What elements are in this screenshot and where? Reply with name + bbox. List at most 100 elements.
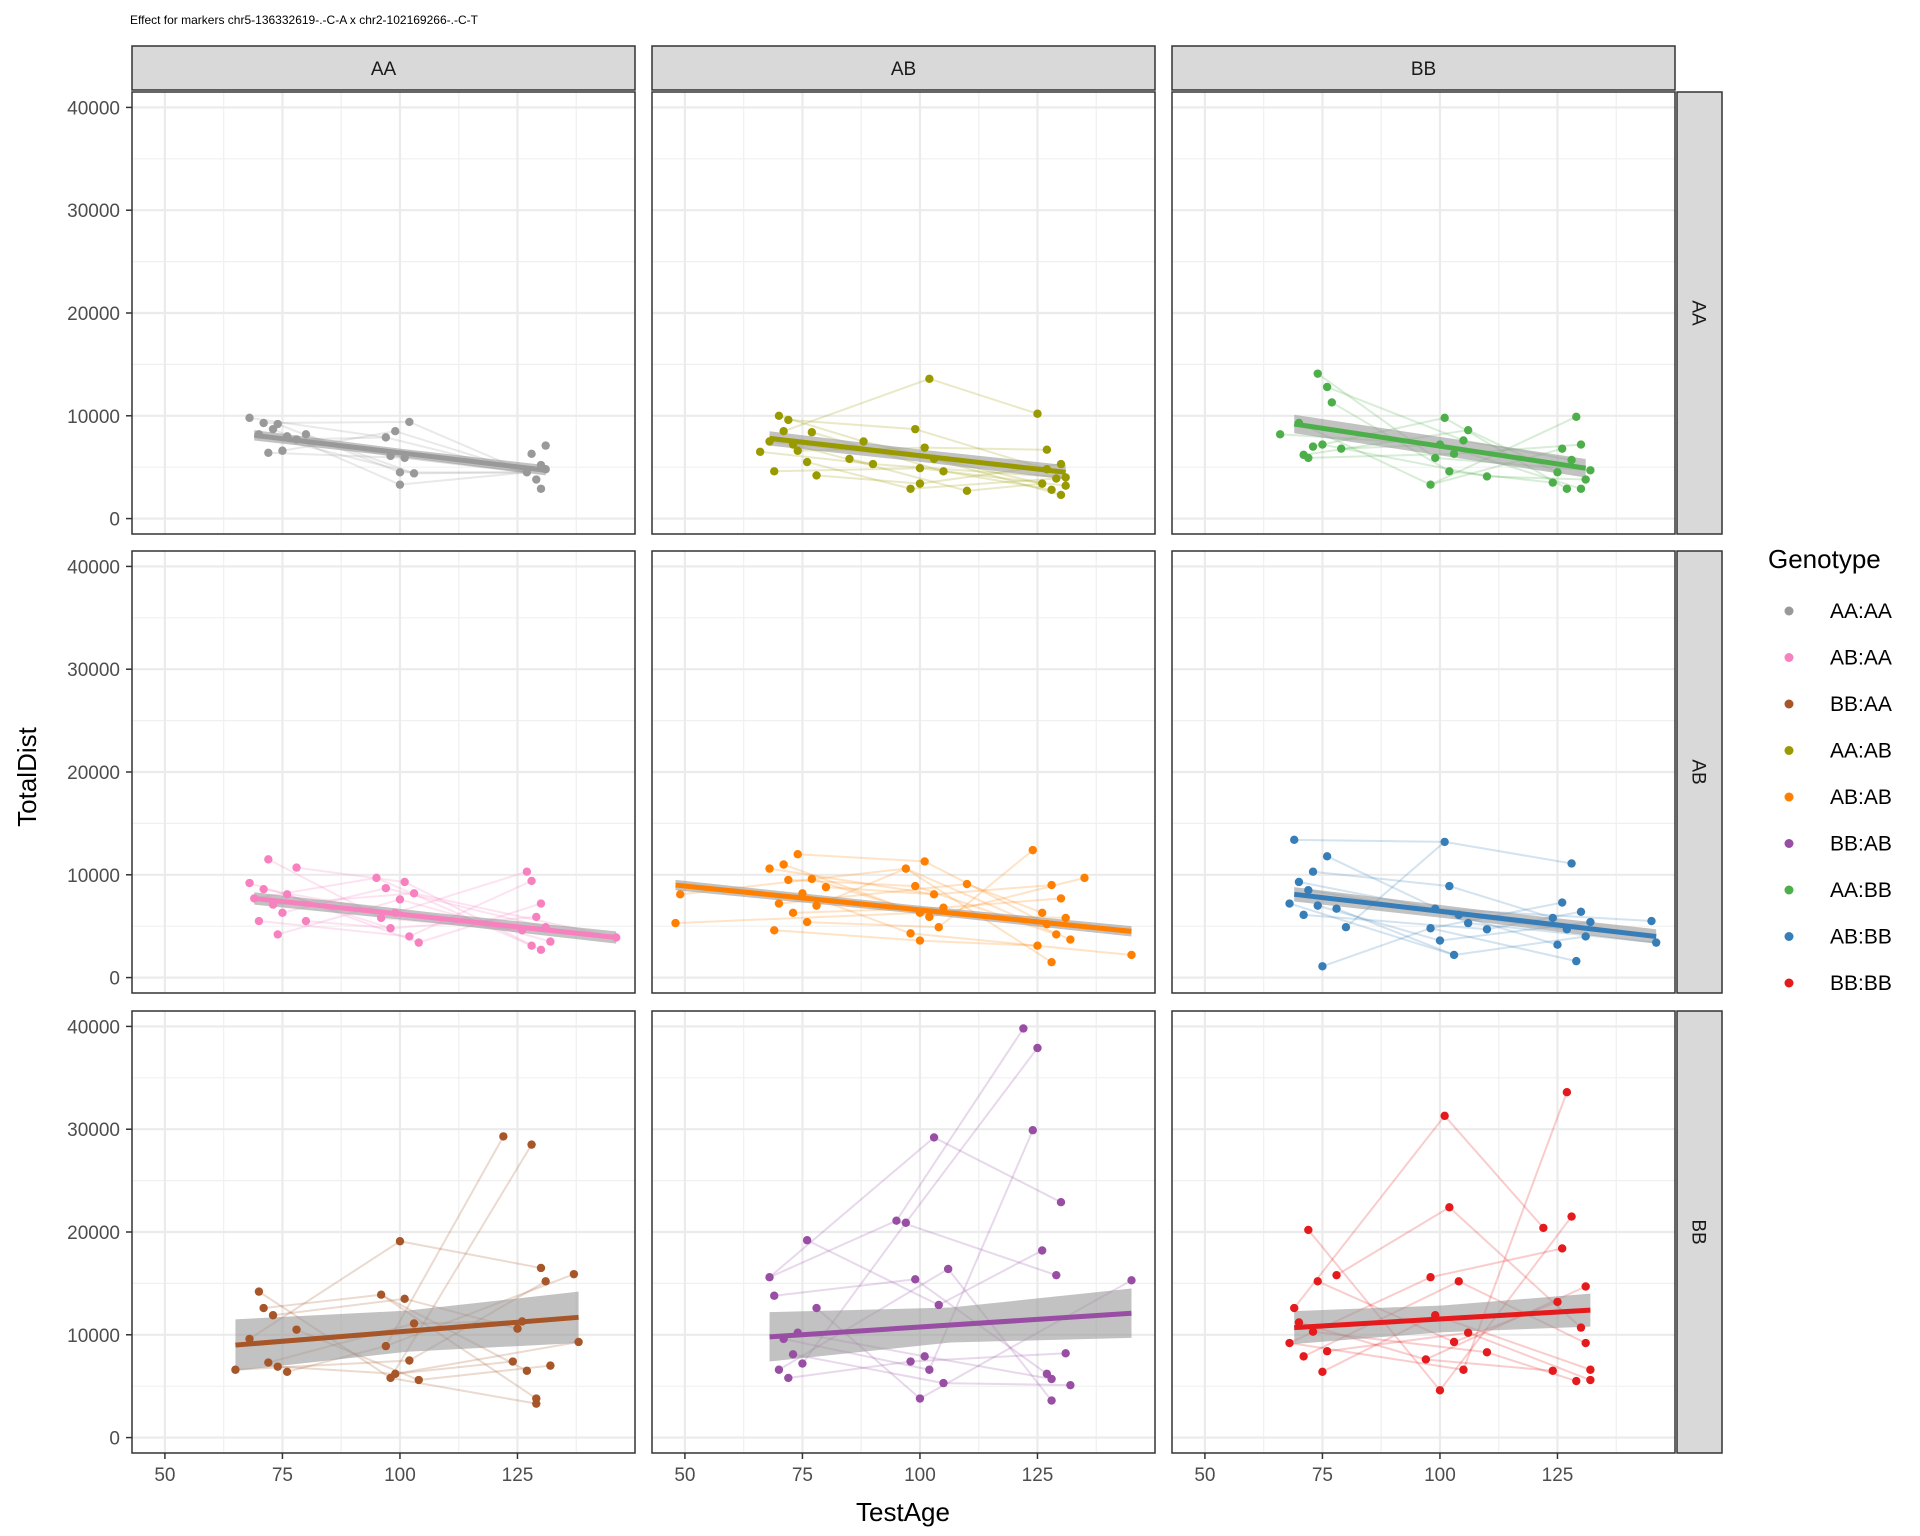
legend-key — [1784, 932, 1794, 941]
x-tick-label: 125 — [502, 1465, 534, 1486]
y-axis-label: TotalDist — [12, 726, 42, 826]
data-point — [901, 864, 911, 873]
data-point — [812, 1303, 821, 1313]
data-point — [1553, 1297, 1562, 1307]
data-point — [845, 454, 854, 464]
data-point — [569, 1269, 579, 1279]
subject-line — [395, 1341, 579, 1375]
data-point — [1576, 440, 1586, 449]
facet-panel-1-1 — [651, 550, 1156, 994]
data-point — [1567, 455, 1576, 465]
panel-border — [651, 550, 1156, 994]
subject-line — [774, 1278, 916, 1297]
data-point — [1459, 1365, 1468, 1374]
data-point — [541, 1277, 550, 1286]
data-point — [770, 1291, 779, 1300]
subject-line — [1486, 475, 1586, 481]
data-point — [788, 908, 798, 918]
subject-line — [924, 446, 1047, 451]
data-point — [901, 1218, 911, 1227]
subject-line — [277, 1365, 396, 1375]
data-point — [765, 864, 774, 873]
data-point — [770, 467, 779, 476]
data-point — [508, 1357, 517, 1366]
data-point — [395, 1237, 405, 1246]
data-point — [1285, 1338, 1294, 1348]
data-point — [779, 427, 788, 436]
data-point — [381, 1341, 391, 1351]
subject-line — [1449, 885, 1554, 919]
data-point — [939, 1378, 948, 1388]
data-point — [1047, 1374, 1056, 1384]
subject-line — [1336, 1206, 1450, 1277]
data-point — [532, 1399, 541, 1408]
data-point — [1308, 1327, 1318, 1336]
data-point — [868, 459, 878, 469]
fit-line — [253, 432, 546, 473]
data-point — [1341, 923, 1351, 932]
subject-line — [788, 418, 916, 431]
data-point — [915, 1394, 925, 1403]
data-point — [784, 415, 793, 425]
subject-line — [778, 414, 864, 443]
facet-panel-1-0 — [131, 550, 636, 994]
data-point — [541, 441, 550, 450]
data-point — [1586, 1375, 1595, 1385]
data-point — [522, 867, 532, 876]
data-point — [522, 1366, 532, 1375]
subject-line — [235, 1359, 410, 1371]
subject-line — [1322, 443, 1488, 478]
data-point — [1037, 1246, 1047, 1255]
panel-border — [1171, 1010, 1676, 1454]
facet-panel-2-1 — [651, 1010, 1156, 1454]
data-point — [1047, 957, 1056, 967]
legend-label: BB:AA — [1830, 693, 1892, 716]
facet-panel-2-2 — [1171, 1010, 1676, 1454]
subject-line — [797, 853, 925, 863]
data-point — [812, 471, 821, 480]
data-point — [925, 912, 934, 922]
legend-key — [1784, 978, 1794, 988]
subject-line — [910, 932, 1132, 956]
data-point — [911, 881, 920, 891]
row-strip-label: AB — [1688, 759, 1709, 784]
panel-border — [1171, 91, 1676, 535]
data-point — [273, 419, 282, 429]
legend-key — [1784, 653, 1794, 662]
data-point — [372, 873, 381, 883]
x-axis-label: TestAge — [856, 1497, 950, 1527]
subject-line — [1486, 1351, 1577, 1382]
data-point — [1080, 873, 1089, 883]
fit-line — [769, 1310, 1132, 1340]
subject-line — [943, 470, 1052, 491]
data-point — [793, 446, 802, 455]
data-point — [906, 1357, 915, 1366]
y-tick-label: 40000 — [67, 98, 120, 119]
facet-panel-0-2 — [1171, 91, 1676, 535]
data-point — [920, 443, 929, 452]
data-point — [513, 1324, 522, 1333]
data-point — [1313, 369, 1322, 378]
subject-line — [924, 860, 1048, 926]
data-point — [546, 1361, 555, 1370]
data-point — [264, 855, 273, 864]
fit-line — [235, 1314, 579, 1348]
data-point — [391, 1369, 400, 1379]
data-point — [962, 879, 972, 889]
data-point — [395, 480, 405, 489]
data-point — [245, 878, 254, 888]
data-point — [1056, 490, 1066, 500]
subject-line — [769, 867, 935, 896]
x-tick-label: 75 — [272, 1465, 293, 1486]
facet-panel-1-2 — [1171, 550, 1676, 994]
data-point — [278, 908, 287, 918]
y-tick-label: 30000 — [67, 201, 120, 222]
data-point — [405, 1356, 414, 1365]
data-point — [943, 1264, 953, 1274]
data-point — [1047, 1396, 1056, 1405]
row-strip — [1676, 550, 1723, 994]
subject-line — [816, 474, 921, 485]
subject-line — [1293, 1115, 1446, 1309]
data-point — [536, 899, 546, 908]
row-strip-label: AA — [1688, 300, 1709, 326]
